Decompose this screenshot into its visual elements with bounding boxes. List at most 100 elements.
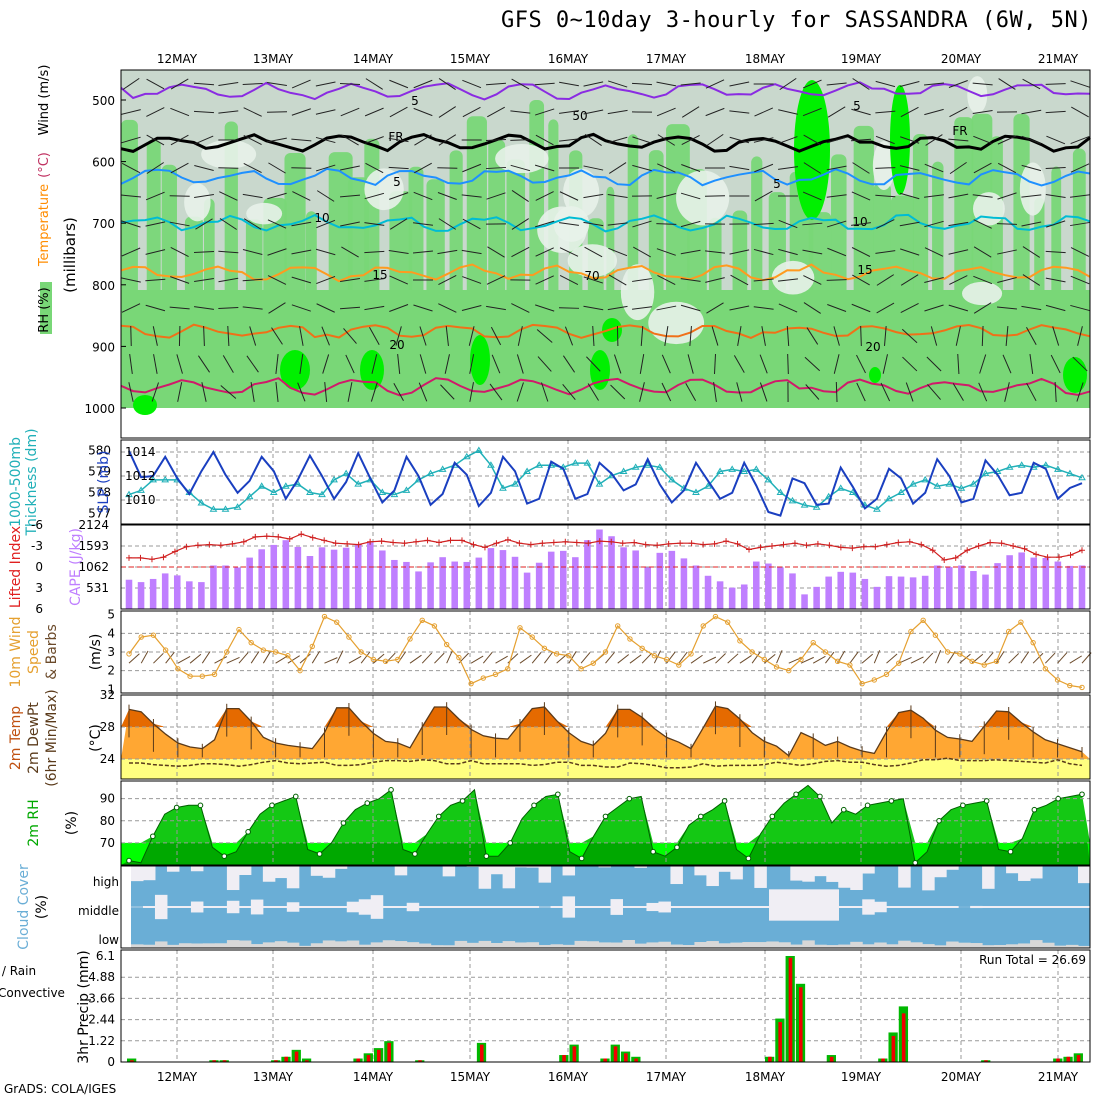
cape-bar [608, 536, 615, 609]
precip-convective-bar [274, 1060, 278, 1062]
wind-barb-10m [226, 656, 240, 664]
cloud-middle-clear [370, 895, 384, 919]
pressure-tick: 500 [92, 94, 115, 108]
date-label-top: 17MAY [646, 52, 687, 66]
wind-speed-point [859, 680, 865, 687]
wind-barb [121, 247, 141, 257]
wind-barb-10m [214, 656, 228, 664]
cape-bar [366, 542, 374, 609]
cloud-high-clear [934, 866, 947, 878]
wind-speed-point [688, 651, 694, 657]
cape-bar [547, 551, 555, 609]
wind-barb [510, 164, 531, 172]
li-point [206, 541, 213, 548]
wind-barb [1070, 275, 1090, 285]
li-point [458, 537, 465, 544]
cloud-middle-clear [190, 901, 204, 913]
cloud-low-clear [370, 942, 384, 948]
wind-barb [299, 326, 304, 346]
li-point [654, 542, 661, 549]
cloud-high-clear [166, 866, 180, 872]
cape-bar [933, 565, 941, 609]
wind-barb-10m [959, 653, 971, 664]
wind-barb [145, 221, 166, 227]
wind-barb [194, 193, 214, 199]
cloud-middle-clear [1066, 906, 1079, 908]
thickness-point [209, 505, 218, 512]
wind-speed-point [1079, 684, 1085, 691]
wind-barb [145, 191, 165, 201]
cape-bar [704, 575, 712, 609]
rh-point [197, 802, 204, 809]
wind-barb [201, 382, 207, 402]
wind-barb-10m [1057, 652, 1068, 664]
rh-high-spot [1063, 357, 1087, 393]
rh-point [960, 802, 966, 809]
wind-barb [1052, 326, 1060, 346]
cloud-low-clear [826, 945, 839, 948]
wind-barb [537, 356, 552, 372]
wind-barb [680, 278, 701, 282]
wind-barb [461, 194, 482, 198]
li-point [757, 544, 764, 551]
wind-barb [584, 246, 603, 258]
wind-barb [613, 354, 622, 374]
wind-barb [754, 163, 774, 173]
wind-barb [419, 354, 427, 374]
rh-low-patch [562, 168, 600, 218]
cape-bar [668, 550, 676, 609]
wind-barb [438, 218, 457, 230]
wind-barb [412, 250, 434, 254]
wind-speed-point [822, 649, 829, 655]
precip-tick: 1.22 [88, 1034, 115, 1048]
cloud-middle-clear [250, 899, 264, 915]
wind-barb [948, 80, 968, 88]
thickness-point [788, 496, 797, 504]
cape-bar [487, 548, 495, 609]
cloud-middle-clear [1042, 906, 1055, 908]
precip-convective-bar [366, 1055, 371, 1062]
cape-tick: 1593 [78, 539, 109, 553]
cloud-middle-clear [838, 906, 851, 908]
wind-barb [145, 278, 166, 282]
rh-point [888, 798, 895, 804]
wind-barb [393, 383, 404, 401]
thickness-point [764, 475, 773, 483]
rh-point [126, 857, 132, 864]
thickness-point [378, 488, 387, 495]
rh-point [412, 851, 418, 857]
rh-tick: 80 [100, 814, 115, 828]
wind-barb [1029, 354, 1034, 374]
wind-barb-10m [861, 653, 874, 664]
wind-barb [806, 327, 819, 345]
wind-speed-point [297, 667, 303, 674]
rh-low-patch [648, 301, 705, 345]
thickness-point [257, 482, 266, 489]
cloud-middle-clear [862, 899, 875, 915]
wind-barb [389, 192, 409, 200]
cloud-high-clear [131, 866, 144, 882]
wind-barb [243, 163, 262, 173]
wind-barb [485, 166, 507, 170]
wind-barb [268, 162, 286, 174]
cloud-low-clear [322, 940, 336, 948]
cape-bar [330, 549, 338, 609]
date-label-top: 20MAY [941, 52, 982, 66]
wind-speed-point [260, 647, 267, 653]
wind-barb [778, 278, 798, 282]
cloud-middle-clear [238, 906, 252, 908]
wind-barb [587, 383, 599, 401]
cloud-middle-clear [526, 906, 540, 908]
convective-label: Convective [0, 986, 65, 1000]
cloud-low-clear [478, 940, 492, 948]
wind-speed-line [128, 615, 1083, 688]
wind-barb [973, 135, 993, 145]
wind-barb [1004, 382, 1010, 402]
wind-barb [121, 109, 141, 115]
contour-label: 50 [572, 109, 587, 123]
rh-point [1055, 795, 1061, 802]
cloud-middle-clear [478, 906, 492, 908]
wind-barb [559, 138, 579, 142]
wind-barb [899, 192, 920, 200]
wind-barb [833, 326, 840, 346]
